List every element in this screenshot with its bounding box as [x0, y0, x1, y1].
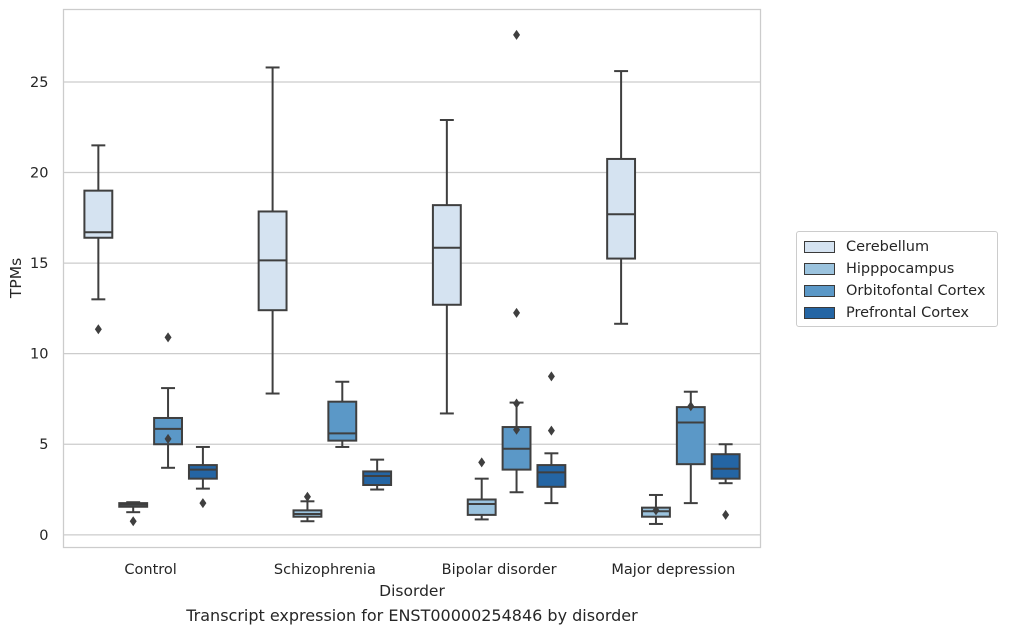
legend-swatch	[804, 241, 835, 253]
y-tick-label: 5	[39, 437, 48, 453]
x-tick-label: Major depression	[611, 562, 735, 578]
legend-item: Prefrontal Cortex	[804, 302, 997, 324]
outlier-point	[199, 498, 207, 509]
plot-frame	[62, 8, 762, 549]
y-axis-title: TPMs	[7, 258, 25, 299]
legend: Cerebellum Hipppocampus Orbitofontal Corte…	[796, 231, 998, 327]
outlier-point	[547, 425, 555, 436]
box-3-0	[187, 445, 218, 509]
y-tick-label: 15	[30, 256, 48, 272]
box-1-0	[118, 501, 149, 527]
legend-label: Orbitofontal Cortex	[846, 283, 986, 299]
x-tick-label: Schizophrenia	[274, 562, 376, 578]
x-axis-title: Disorder	[379, 582, 445, 600]
box-1-3	[641, 493, 671, 525]
iqr-box	[327, 400, 358, 442]
outlier-point	[164, 332, 172, 343]
legend-swatch	[804, 307, 835, 319]
box-1-2	[466, 457, 497, 521]
box-3-2	[536, 371, 567, 505]
box-0-3	[606, 70, 637, 325]
box-2-0	[153, 332, 183, 469]
iqr-box	[606, 157, 637, 260]
iqr-box	[83, 189, 114, 239]
legend-label: Hipppocampus	[846, 261, 955, 277]
box-3-3	[710, 443, 741, 520]
y-tick-label: 10	[30, 347, 48, 363]
outlier-point	[513, 424, 521, 435]
outlier-point	[547, 371, 555, 382]
iqr-box	[536, 464, 567, 488]
boxes	[83, 29, 741, 527]
outlier-point	[129, 516, 137, 527]
legend-swatch	[804, 285, 835, 297]
y-tick-labels: 0 5 10 15 20 25	[30, 75, 48, 544]
legend-item: Cerebellum	[804, 236, 997, 258]
outlier-point	[687, 401, 695, 412]
iqr-box	[675, 406, 706, 466]
box-0-0	[83, 144, 114, 335]
box-2-3	[675, 390, 706, 505]
x-tick-label: Bipolar disorder	[442, 562, 557, 578]
outlier-point	[513, 398, 521, 409]
iqr-box	[466, 498, 497, 516]
legend-item: Hipppocampus	[804, 258, 997, 280]
y-tick-label: 20	[30, 166, 48, 182]
legend-item: Orbitofontal Cortex	[804, 280, 997, 302]
box-3-1	[362, 458, 393, 491]
box-2-2	[501, 29, 532, 494]
outlier-point	[478, 457, 486, 468]
chart-caption: Transcript expression for ENST0000025484…	[186, 606, 638, 625]
y-tick-label: 25	[30, 75, 48, 91]
legend-label: Prefrontal Cortex	[846, 305, 969, 321]
outlier-point	[164, 433, 172, 444]
legend-label: Cerebellum	[846, 239, 930, 255]
outlier-point	[513, 307, 521, 318]
outlier-point	[722, 509, 730, 520]
x-tick-label: Control	[124, 562, 176, 578]
box-0-1	[257, 66, 288, 395]
iqr-box	[187, 464, 218, 480]
iqr-box	[362, 470, 393, 487]
iqr-box	[710, 453, 741, 480]
y-tick-label: 0	[39, 528, 48, 544]
outlier-point	[513, 29, 521, 40]
outlier-point	[94, 324, 102, 335]
iqr-box	[431, 204, 462, 306]
legend-swatch	[804, 263, 835, 275]
x-tick-labels: Control Schizophrenia Bipolar disorder Majo…	[124, 562, 735, 578]
box-1-1	[292, 491, 323, 523]
outlier-point	[652, 505, 660, 516]
outlier-point	[303, 491, 311, 502]
box-0-2	[431, 118, 462, 415]
box-2-1	[327, 380, 358, 448]
